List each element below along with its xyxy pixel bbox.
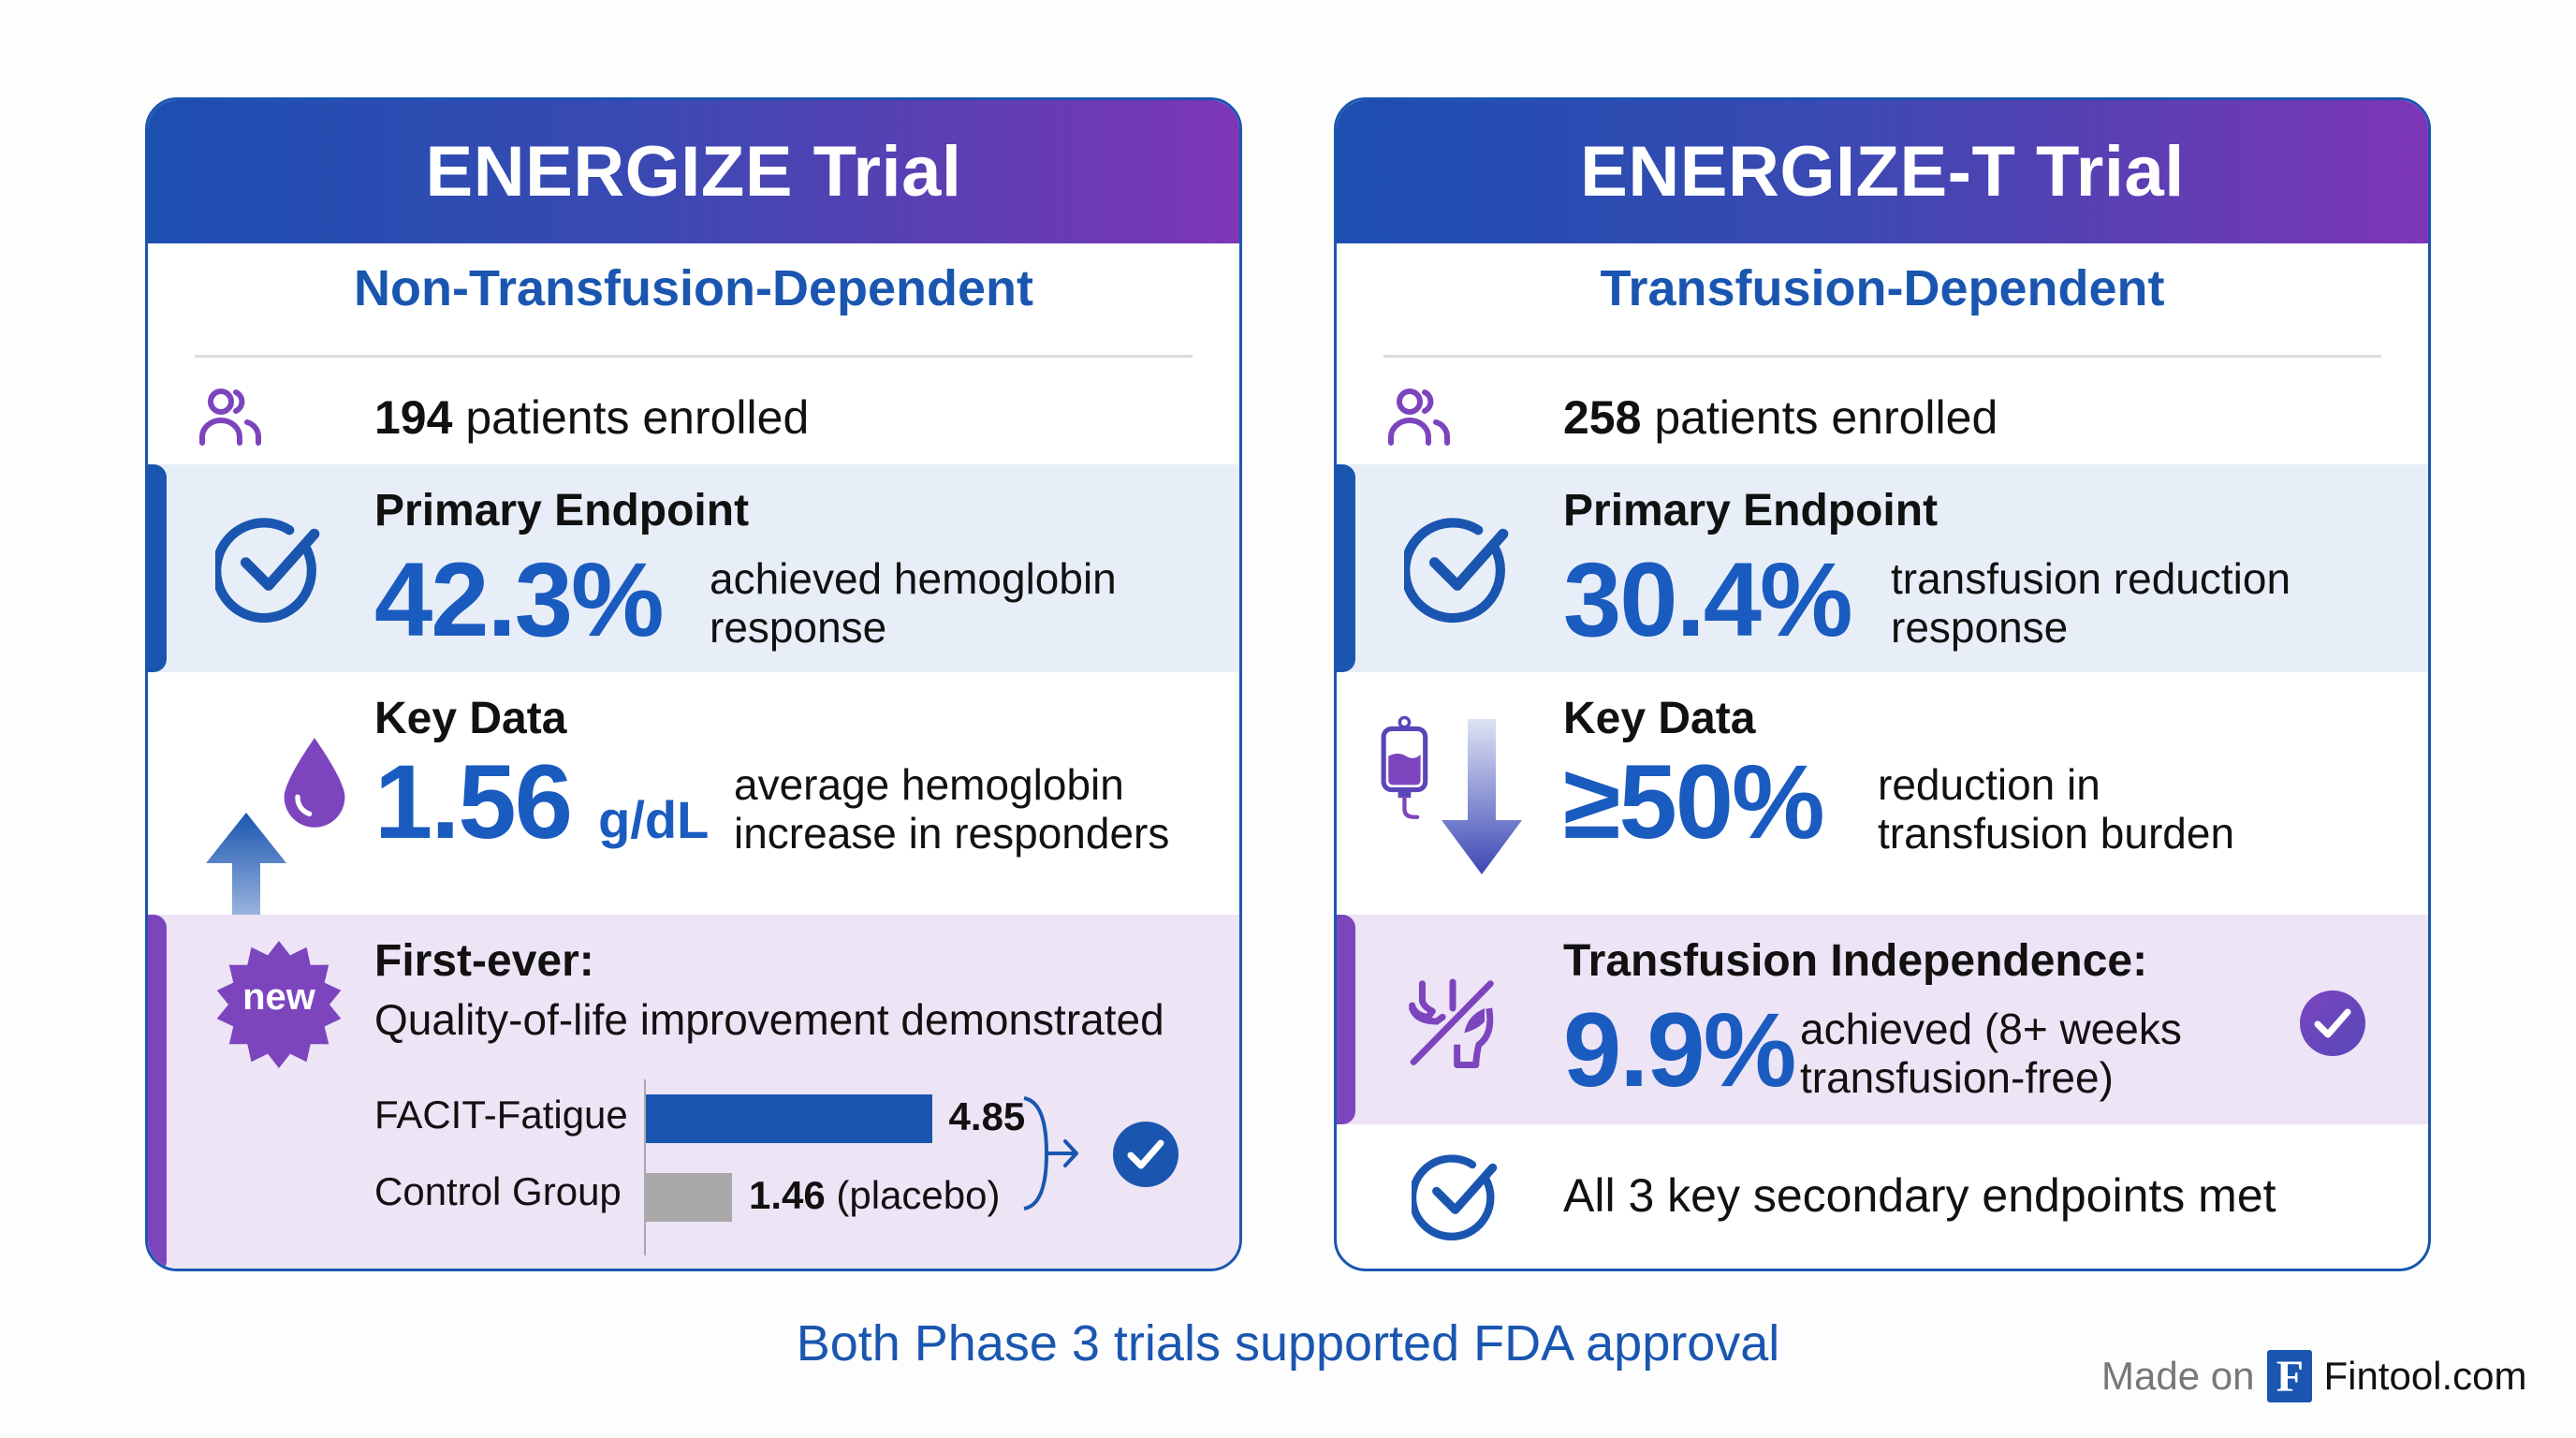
blood-drop-icon xyxy=(284,738,345,828)
fintool-link[interactable]: Fintool.com xyxy=(2323,1354,2527,1398)
primary-endpoint-section: Primary Endpoint 30.4% transfusion reduc… xyxy=(1337,464,2428,672)
bracket-arrow-icon xyxy=(1023,1096,1078,1211)
key-data-section: Key Data ≥50% reduction in transfusion b… xyxy=(1337,672,2428,915)
population-subtitle: Transfusion-Dependent xyxy=(1600,260,2165,316)
primary-endpoint-label: Primary Endpoint xyxy=(374,486,750,536)
starburst-icon xyxy=(216,941,342,1068)
blood-bag-icon xyxy=(1381,715,1428,819)
new-badge-label: new xyxy=(242,976,315,1018)
desc-line: reduction in xyxy=(1878,760,2100,809)
value-suffix: (placebo) xyxy=(825,1173,1001,1217)
comparison-label: Control Group xyxy=(374,1169,622,1213)
desc-line: achieved hemoglobin xyxy=(710,554,1117,603)
enrolled-label: patients enrolled xyxy=(1654,391,1998,444)
quality-of-life-section: new First-ever: Quality-of-life improvem… xyxy=(148,915,1239,1269)
made-on-attribution[interactable]: Made on F Fintool.com xyxy=(2101,1350,2527,1402)
secondary-endpoints-text: All 3 key secondary endpoints met xyxy=(1563,1169,2276,1222)
new-badge: new xyxy=(213,939,344,1070)
check-circle-icon xyxy=(1412,1154,1498,1241)
divider xyxy=(1383,355,2381,358)
population-subtitle: Non-Transfusion-Dependent xyxy=(354,260,1033,316)
section-accent-bar xyxy=(1337,915,1355,1124)
energize-t-trial-card: ENERGIZE-T Trial Transfusion-Dependent 2… xyxy=(1334,97,2431,1271)
enrolled-count: 194 xyxy=(374,391,453,444)
key-data-value: ≥50% xyxy=(1563,743,1825,860)
desc-line: average hemoglobin xyxy=(734,760,1124,809)
quality-of-life-desc: Quality-of-life improvement demonstrated xyxy=(374,995,1164,1044)
primary-endpoint-label: Primary Endpoint xyxy=(1563,486,1939,536)
desc-line: achieved (8+ weeks xyxy=(1800,1005,2182,1053)
primary-endpoint-section: Primary Endpoint 42.3% achieved hemoglob… xyxy=(148,464,1239,672)
desc-line: transfusion reduction xyxy=(1891,554,2291,603)
arrow-up-icon xyxy=(206,813,286,968)
key-data-desc: average hemoglobin increase in responder… xyxy=(734,760,1169,858)
card-header: ENERGIZE-T Trial xyxy=(1337,100,2428,243)
section-accent-bar xyxy=(148,915,167,1269)
key-data-value: 1.56 g/dL xyxy=(374,741,709,862)
key-data-section: Key Data 1.56 g/dL average hemoglobin in… xyxy=(148,672,1239,968)
key-data-number: 1.56 xyxy=(374,743,573,860)
card-title: ENERGIZE Trial xyxy=(425,132,962,212)
key-data-desc: reduction in transfusion burden xyxy=(1878,760,2234,858)
value-number: 1.46 xyxy=(748,1173,826,1217)
check-circle-icon xyxy=(1404,518,1509,624)
enrollment-row: 194 patients enrolled xyxy=(148,381,1239,465)
facit-fatigue-value: 4.85 xyxy=(949,1094,1026,1139)
people-icon xyxy=(1388,389,1450,446)
people-icon xyxy=(199,389,261,446)
primary-endpoint-value: 42.3% xyxy=(374,541,665,658)
made-on-label: Made on xyxy=(2101,1354,2255,1398)
fintool-logo-icon: F xyxy=(2267,1350,2313,1402)
no-transfusion-icon xyxy=(1409,978,1494,1068)
control-group-value: 1.46 (placebo) xyxy=(749,1173,1001,1218)
enrollment-row: 258 patients enrolled xyxy=(1337,381,2428,465)
comparison-label: FACIT-Fatigue xyxy=(374,1093,628,1137)
transfusion-independence-value: 9.9% xyxy=(1563,991,1796,1108)
desc-line: response xyxy=(710,603,887,652)
desc-line: transfusion-free) xyxy=(1800,1053,2114,1102)
check-badge-icon xyxy=(2300,990,2365,1056)
enrolled-count: 258 xyxy=(1563,391,1642,444)
transfusion-independence-section: Transfusion Independence: 9.9% achieved … xyxy=(1337,915,2428,1124)
desc-line: response xyxy=(1891,603,2069,652)
section-accent-bar xyxy=(148,464,167,672)
check-circle-icon xyxy=(215,518,320,624)
chart-axis xyxy=(644,1079,646,1255)
transfusion-independence-desc: achieved (8+ weeks transfusion-free) xyxy=(1800,1005,2182,1102)
key-data-label: Key Data xyxy=(374,694,567,743)
control-group-bar xyxy=(646,1173,732,1222)
enrolled-label: patients enrolled xyxy=(465,391,810,444)
footer-caption: Both Phase 3 trials supported FDA approv… xyxy=(796,1315,1780,1372)
key-data-label: Key Data xyxy=(1563,694,1756,743)
enrollment-text: 258 patients enrolled xyxy=(1563,390,1998,445)
transfusion-independence-label: Transfusion Independence: xyxy=(1563,936,2148,986)
value-number: 4.85 xyxy=(948,1094,1026,1138)
energize-trial-card: ENERGIZE Trial Non-Transfusion-Dependent… xyxy=(145,97,1242,1271)
key-data-unit: g/dL xyxy=(598,790,710,849)
secondary-endpoints-row: All 3 key secondary endpoints met xyxy=(1337,1124,2428,1269)
primary-endpoint-desc: transfusion reduction response xyxy=(1891,554,2291,652)
primary-endpoint-desc: achieved hemoglobin response xyxy=(710,554,1117,652)
arrow-down-icon xyxy=(1442,719,1522,874)
section-accent-bar xyxy=(1337,464,1355,672)
enrollment-text: 194 patients enrolled xyxy=(374,390,809,445)
card-header: ENERGIZE Trial xyxy=(148,100,1239,243)
card-title: ENERGIZE-T Trial xyxy=(1580,132,2185,212)
check-badge-icon xyxy=(1113,1122,1178,1187)
desc-line: transfusion burden xyxy=(1878,809,2235,858)
facit-fatigue-bar xyxy=(646,1094,932,1143)
primary-endpoint-value: 30.4% xyxy=(1563,541,1853,658)
divider xyxy=(195,355,1193,358)
desc-line: increase in responders xyxy=(734,809,1170,858)
first-ever-label: First-ever: xyxy=(374,936,594,986)
